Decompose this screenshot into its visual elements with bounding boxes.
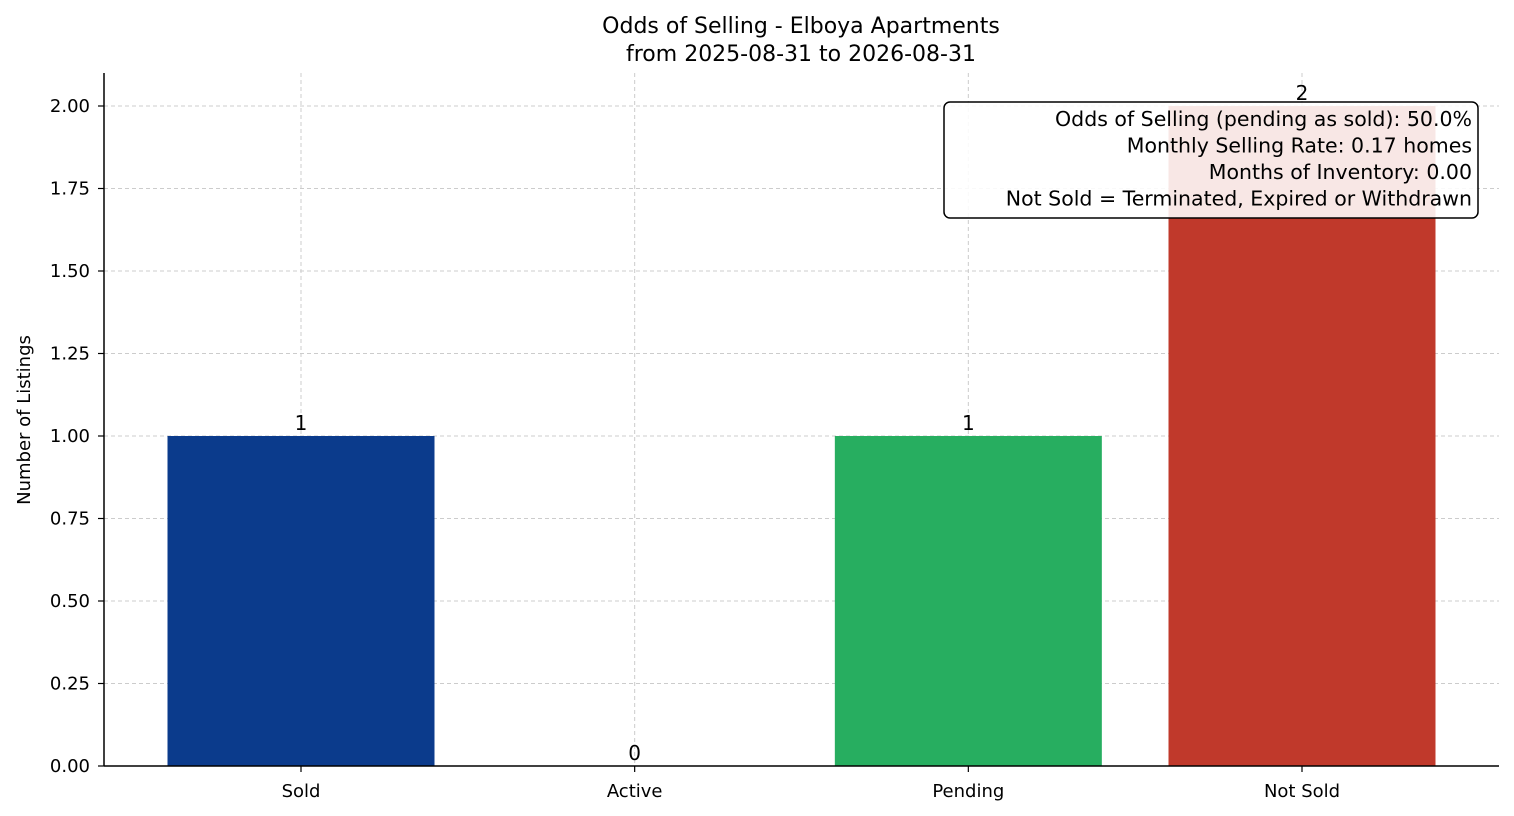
annotation-line: Odds of Selling (pending as sold): 50.0%: [1055, 107, 1472, 131]
data-labels: 1 0 1 2: [295, 81, 1309, 765]
annotation-line: Not Sold = Terminated, Expired or Withdr…: [1006, 187, 1472, 211]
annotation-line: Monthly Selling Rate: 0.17 homes: [1127, 134, 1472, 158]
x-tick-label: Not Sold: [1264, 781, 1340, 802]
data-label: 1: [295, 411, 308, 435]
x-axis-ticks: Sold Active Pending Not Sold: [282, 766, 1340, 802]
y-tick-label: 2.00: [50, 96, 90, 117]
x-tick-label: Active: [607, 781, 663, 802]
bar-pending: [834, 436, 1102, 766]
data-label: 1: [962, 411, 975, 435]
chart-subtitle: from 2025-08-31 to 2026-08-31: [626, 42, 976, 67]
chart-title: Odds of Selling - Elboya Apartments: [602, 14, 1000, 39]
x-tick-label: Sold: [282, 781, 321, 802]
y-tick-label: 0.25: [50, 674, 90, 695]
y-axis-ticks: 0.00 0.25 0.50 0.75 1.00 1.25 1.50 1.75 2.00: [50, 96, 104, 777]
y-axis-label: Number of Listings: [14, 335, 35, 505]
y-tick-label: 0.00: [50, 756, 90, 777]
annotation-box: Odds of Selling (pending as sold): 50.0%…: [943, 101, 1479, 219]
x-tick-label: Pending: [932, 781, 1004, 802]
annotation-line: Months of Inventory: 0.00: [1209, 160, 1472, 184]
annotation-box-frame: [943, 101, 1479, 219]
data-label: 0: [628, 741, 641, 765]
y-tick-label: 0.50: [50, 591, 90, 612]
data-label: 2: [1296, 81, 1309, 105]
y-tick-label: 1.75: [50, 179, 90, 200]
y-tick-label: 1.50: [50, 261, 90, 282]
y-tick-label: 1.00: [50, 426, 90, 447]
y-tick-label: 0.75: [50, 509, 90, 530]
y-tick-label: 1.25: [50, 344, 90, 365]
bar-sold: [167, 436, 435, 766]
